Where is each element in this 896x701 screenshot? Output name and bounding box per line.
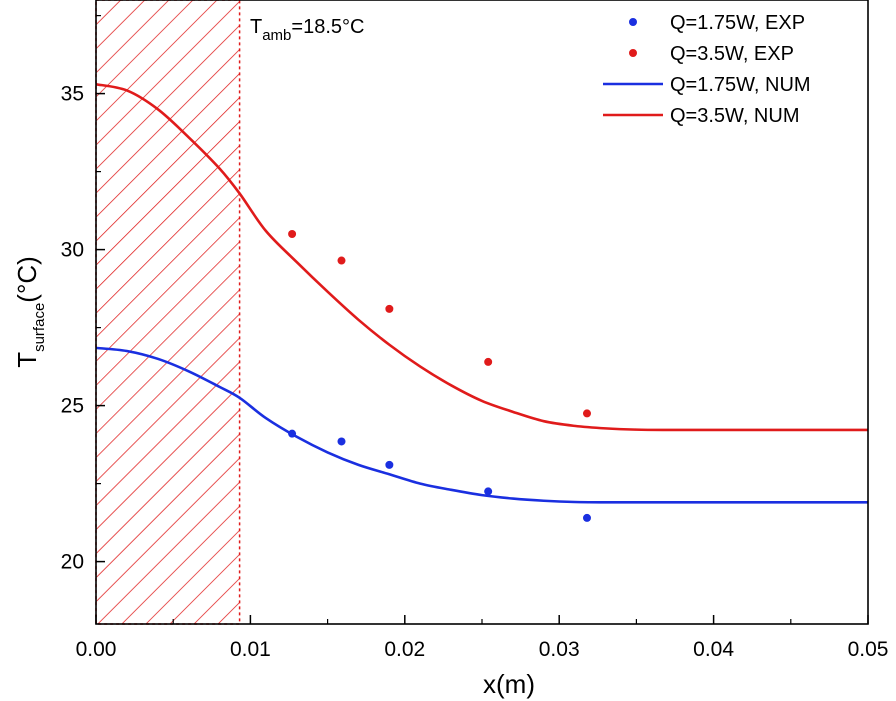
- y-tick-label: 20: [61, 551, 84, 574]
- data-point: [385, 304, 394, 313]
- x-tick-label: 0.00: [76, 638, 117, 661]
- legend-label: Q=1.75W, EXP: [670, 12, 805, 34]
- legend-label: Q=3.5W, NUM: [670, 105, 799, 127]
- data-point: [288, 429, 297, 438]
- legend-marker: [629, 49, 637, 57]
- data-point: [582, 409, 591, 418]
- legend: Q=1.75W, EXP Q=3.5W, EXP Q=1.75W, NUM Q=3.5…: [603, 12, 811, 127]
- x-tick-label: 0.05: [848, 638, 889, 661]
- data-point: [337, 437, 346, 446]
- legend-marker: [629, 18, 637, 26]
- x-axis-title: x(m): [483, 669, 535, 699]
- y-tick-label: 25: [61, 395, 84, 418]
- y-tick-label: 35: [61, 83, 84, 106]
- heated-region: [95, 0, 241, 625]
- data-point: [337, 256, 346, 265]
- data-point: [582, 513, 591, 522]
- x-tick-label: 0.04: [693, 638, 734, 661]
- series-line-q-1-75w-num: [96, 346, 868, 504]
- y-axis-title: Tsurface(°C): [12, 256, 48, 368]
- x-tick-label: 0.03: [539, 638, 580, 661]
- data-point: [484, 487, 493, 496]
- legend-label: Q=1.75W, NUM: [670, 74, 811, 96]
- ambient-annotation: Tamb=18.5°C: [250, 16, 364, 44]
- data-point: [484, 357, 493, 366]
- y-tick-label: 30: [61, 239, 84, 262]
- series-line-q-3-5w-num: [96, 82, 868, 432]
- x-tick-label: 0.01: [230, 638, 271, 661]
- x-tick-label: 0.02: [384, 638, 425, 661]
- data-point: [385, 460, 394, 469]
- legend-label: Q=3.5W, EXP: [670, 43, 794, 65]
- data-point: [288, 230, 297, 238]
